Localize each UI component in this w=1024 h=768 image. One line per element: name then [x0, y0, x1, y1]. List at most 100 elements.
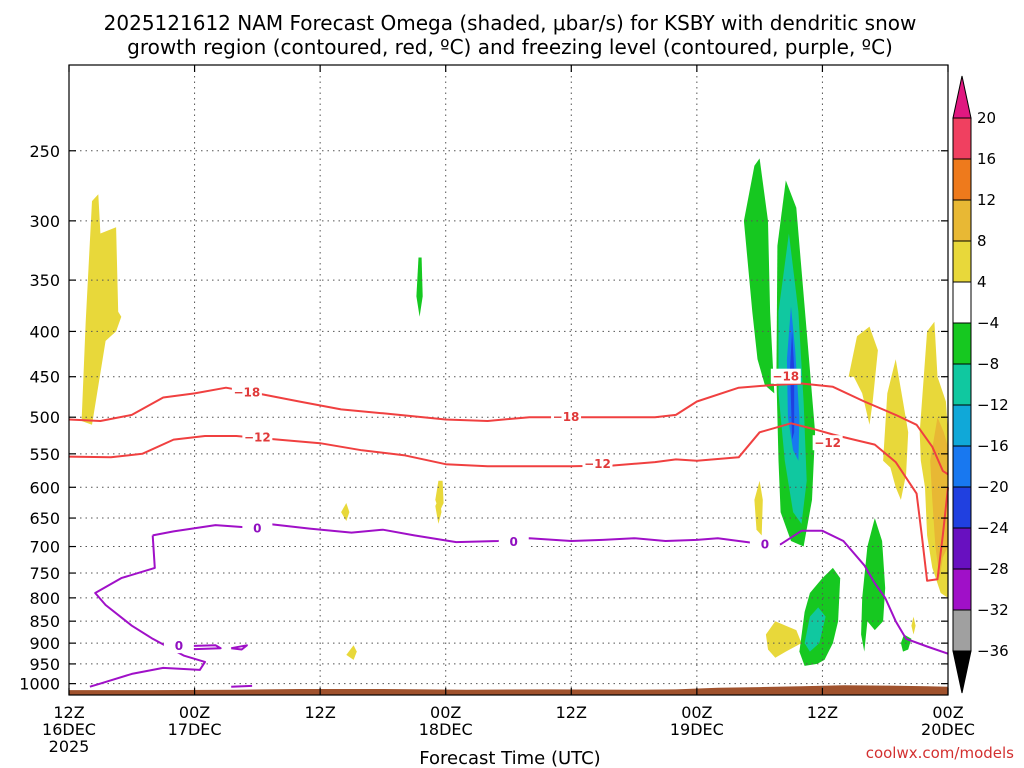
colorbar-swatch-1 [952, 158, 972, 201]
chart-title-line-1: 2025121612 NAM Forecast Omega (shaded, μ… [104, 11, 917, 35]
colorbar-swatch-10 [952, 527, 972, 570]
y-tick-label-650: 650 [29, 509, 60, 528]
contour-label-1: −12 [244, 430, 271, 444]
chart-title-line-2: growth region (contoured, red, ºC) and f… [127, 35, 893, 59]
x-tick-label-12-1: 17DEC [168, 720, 222, 739]
y-tick-label-550: 550 [29, 445, 60, 464]
contour-label-bg-0 [231, 384, 262, 400]
y-tick-label-600: 600 [29, 478, 60, 497]
colorbar-label-10: −24 [977, 519, 1009, 537]
colorbar-label-4: 4 [977, 273, 987, 291]
y-tick-label-700: 700 [29, 538, 60, 557]
contour-label-bg-1 [242, 429, 273, 445]
x-tick-label-0-1: 16DEC [42, 720, 96, 739]
colorbar-swatch-7 [952, 404, 972, 447]
colorbar-label-7: −12 [977, 396, 1009, 414]
y-tick-label-800: 800 [29, 589, 60, 608]
omega-region-ascent-yellow-19dec-a [754, 480, 763, 536]
contour-label-bg-4 [770, 368, 801, 384]
omega-region-sink-darkblue-core [790, 331, 795, 440]
contour-dgz_minus18 [68, 382, 949, 476]
contour-label-8: 0 [761, 537, 769, 551]
x-tick-label-60-0: 00Z [681, 703, 712, 722]
colorbar-swatch-5 [952, 322, 972, 365]
chart-title: 2025121612 NAM Forecast Omega (shaded, μ… [104, 11, 917, 59]
x-tick-label-60-1: 19DEC [670, 720, 724, 739]
x-tick-label-0-0: 12Z [53, 703, 84, 722]
omega-region-sink-green-main-left [743, 158, 775, 394]
y-tick-label-900: 900 [29, 634, 60, 653]
colorbar-swatch-9 [952, 486, 972, 529]
omega-shading-layer [81, 158, 948, 666]
colorbar-swatch-6 [952, 363, 972, 406]
plot-frame [68, 64, 949, 696]
omega-region-ascent-yellow-lowmid [346, 645, 357, 660]
contour-label-7: 0 [510, 535, 518, 549]
y-tick-label-850: 850 [29, 612, 60, 631]
colorbar-label-5: −4 [977, 314, 999, 332]
y-tick-label-250: 250 [29, 142, 60, 161]
y-tick-label-300: 300 [29, 212, 60, 231]
terrain-layer [69, 685, 948, 695]
terrain-ground [69, 685, 948, 695]
contour-label-6: 0 [253, 522, 261, 536]
x-tick-label-84-1: 20DEC [921, 720, 975, 739]
omega-region-ascent-yellow-small [341, 503, 350, 521]
omega-region-ascent-yellow-right-b [883, 359, 909, 500]
x-tick-label-36-1: 18DEC [419, 720, 473, 739]
contour-label-bg-2 [551, 409, 582, 425]
contour-label-0: −18 [234, 386, 261, 400]
credit-text: coolwx.com/models [866, 744, 1014, 762]
y-tick-label-500: 500 [29, 408, 60, 427]
x-tick-label-24-0: 12Z [304, 703, 335, 722]
y-tick-label-400: 400 [29, 322, 60, 341]
contour-label-9: 0 [175, 639, 183, 653]
colorbar-label-1: 16 [977, 150, 996, 168]
omega-region-ascent-yellow-mid [435, 496, 442, 524]
contour-label-5: −12 [814, 436, 841, 450]
colorbar-swatch-0 [952, 117, 972, 160]
y-tick-label-450: 450 [29, 368, 60, 387]
colorbar-label-0: 20 [977, 109, 996, 127]
x-tick-label-36-0: 00Z [430, 703, 461, 722]
colorbar-swatch-12 [952, 609, 972, 652]
colorbar-swatch-11 [952, 568, 972, 611]
colorbar-swatch-8 [952, 445, 972, 488]
colorbar-bottom-arrow [952, 650, 972, 694]
contour-label-bg-5 [812, 435, 843, 451]
y-tick-label-950: 950 [29, 655, 60, 674]
contour-freezing_0 [152, 522, 949, 655]
contour-label-bg-6 [242, 520, 273, 536]
colorbar-label-6: −8 [977, 355, 999, 373]
colorbar-label-11: −28 [977, 560, 1009, 578]
x-tick-label-48-0: 12Z [556, 703, 587, 722]
omega-region-ascent-yellow-right-a [848, 326, 878, 425]
x-tick-label-84-0: 00Z [932, 703, 963, 722]
contour-label-2: −18 [553, 410, 580, 424]
contour-label-bg-7 [498, 534, 529, 550]
contour-label-bg-9 [163, 638, 194, 654]
omega-region-sink-green-low-b [861, 518, 886, 652]
y-tick-label-1000: 1000 [19, 675, 60, 694]
contour-label-bg-8 [749, 536, 780, 552]
omega-region-ascent-yellow-right-c [911, 616, 916, 635]
contour-freezing_loop2 [231, 644, 248, 651]
omega-region-sink-green-350 [416, 257, 423, 317]
y-tick-label-350: 350 [29, 271, 60, 290]
contour-label-layer: −18 −12 −18 −12 −18 −12 0 0 0 0 [163, 368, 843, 654]
omega-region-ascent-orange-right [930, 417, 948, 579]
omega-region-ascent-yellow-early [81, 194, 122, 425]
colorbar-label-3: 8 [977, 232, 987, 250]
colorbar-label-13: −36 [977, 642, 1009, 660]
colorbar-swatch-4 [952, 281, 972, 324]
colorbar-label-9: −20 [977, 478, 1009, 496]
colorbar-top-arrow [952, 75, 972, 119]
colorbar-swatch-2 [952, 199, 972, 242]
colorbar-label-12: −32 [977, 601, 1009, 619]
x-tick-label-0-2: 2025 [49, 737, 90, 756]
contour-label-3: −12 [584, 457, 611, 471]
contour-freezing_loop3 [231, 684, 253, 688]
contour-label-4: −18 [772, 370, 799, 384]
